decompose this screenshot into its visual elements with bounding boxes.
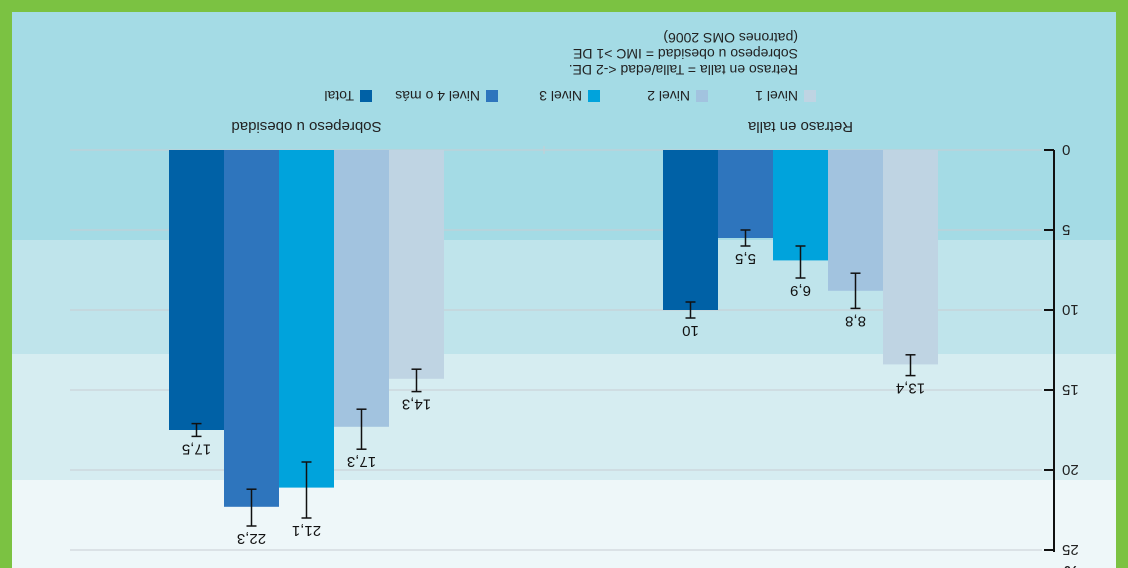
bar-0-3 bbox=[718, 150, 773, 238]
note-line-1: Retraso en talla = Talla/edad <-2 DE. bbox=[568, 62, 798, 78]
bar-0-0 bbox=[883, 150, 938, 365]
data-label-1-3: 22,3 bbox=[237, 530, 266, 547]
y-tick-label-5: 5 bbox=[1062, 221, 1070, 238]
legend-swatch-3 bbox=[486, 90, 498, 102]
category-label-1: Sobrepeso u obesidad bbox=[231, 118, 381, 135]
legend-item-3: Nivel 4 o más bbox=[395, 84, 498, 104]
legend-label-3: Nivel 4 o más bbox=[395, 88, 480, 104]
bar-1-3 bbox=[224, 150, 279, 507]
data-label-1-1: 17,3 bbox=[347, 453, 376, 470]
y-tick-label-25: 25 bbox=[1062, 541, 1079, 558]
y-tick-label-0: 0 bbox=[1062, 141, 1070, 158]
plot-area: 0 5 10 15 20 25% 13,4 8,8 6,9 5,5 10 Retraso en tal… bbox=[70, 118, 1079, 568]
legend-swatch-4 bbox=[360, 90, 372, 102]
legend-label-1: Nivel 2 bbox=[647, 88, 690, 104]
bar-1-2 bbox=[279, 150, 334, 488]
chart-notes: Retraso en talla = Talla/edad <-2 DE. So… bbox=[569, 30, 798, 78]
data-label-1-0: 14,3 bbox=[402, 396, 431, 413]
bar-1-0 bbox=[389, 150, 444, 379]
data-label-0-3: 5,5 bbox=[735, 250, 756, 267]
data-label-1-2: 21,1 bbox=[292, 522, 321, 539]
note-line-3: (patrones OMS 2006) bbox=[663, 30, 798, 46]
legend-item-2: Nivel 3 bbox=[539, 84, 600, 104]
y-tick-label-20: 20 bbox=[1062, 461, 1079, 478]
legend-item-1: Nivel 2 bbox=[647, 84, 708, 104]
legend-item-0: Nivel 1 bbox=[755, 84, 816, 104]
legend-label-4: Total bbox=[324, 88, 354, 104]
legend-item-4: Total bbox=[324, 84, 372, 104]
category-label-0: Retraso en talla bbox=[747, 118, 853, 135]
bar-0-4 bbox=[663, 150, 718, 310]
unit-label: % bbox=[1064, 562, 1079, 568]
bar-0-1 bbox=[828, 150, 883, 291]
y-tick-label-10: 10 bbox=[1062, 301, 1079, 318]
bar-1-1 bbox=[334, 150, 389, 427]
note-line-2: Sobrepeso u obesidad = IMC >1 DE bbox=[573, 46, 798, 62]
bar-1-4 bbox=[169, 150, 224, 430]
data-label-0-4: 10 bbox=[682, 322, 699, 339]
legend-swatch-1 bbox=[696, 90, 708, 102]
data-label-0-1: 8,8 bbox=[845, 312, 866, 329]
data-label-0-0: 13,4 bbox=[896, 380, 925, 397]
data-label-1-4: 17,5 bbox=[182, 440, 211, 457]
legend: Nivel 1 Nivel 2 Nivel 3 Nivel 4 o más Total bbox=[256, 84, 816, 104]
y-tick-label-15: 15 bbox=[1062, 381, 1079, 398]
legend-swatch-2 bbox=[588, 90, 600, 102]
legend-label-2: Nivel 3 bbox=[539, 88, 582, 104]
bar-0-2 bbox=[773, 150, 828, 261]
legend-label-0: Nivel 1 bbox=[755, 88, 798, 104]
data-label-0-2: 6,9 bbox=[790, 282, 811, 299]
legend-swatch-0 bbox=[804, 90, 816, 102]
chart-panel: 0 5 10 15 20 25% 13,4 8,8 6,9 5,5 10 Retraso en tal… bbox=[12, 12, 1116, 568]
